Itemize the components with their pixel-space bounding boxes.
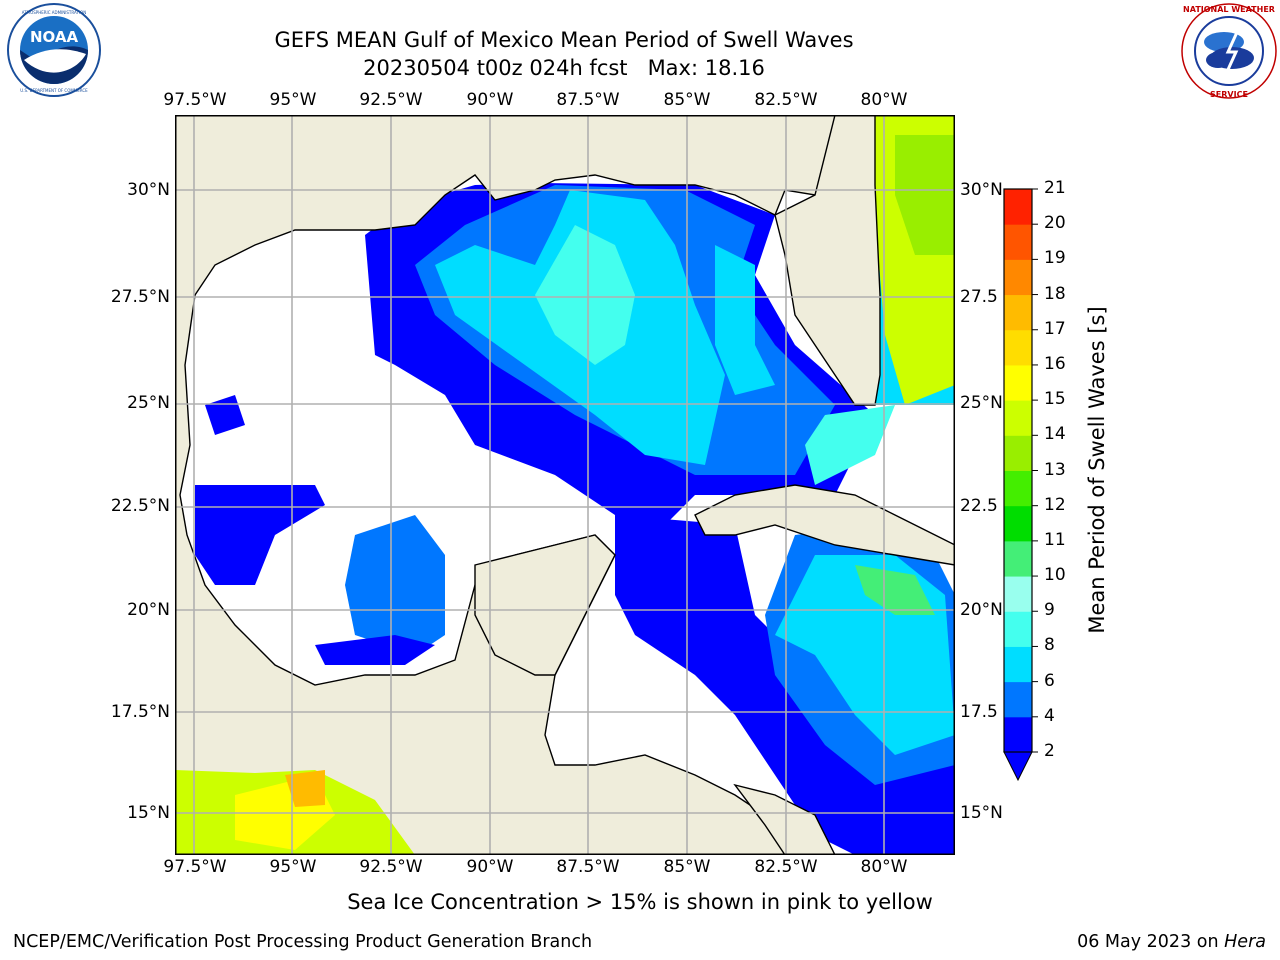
colorbar-tick-label: 9 — [1044, 600, 1055, 621]
colorbar-tick-label: 13 — [1044, 459, 1066, 480]
lat-label-left: 15°N — [127, 803, 170, 823]
lon-label-top: 95°W — [269, 90, 317, 110]
lat-label-left: 17.5°N — [110, 702, 170, 722]
lon-label-bottom: 85°W — [663, 857, 711, 877]
lon-label-bottom: 87.5°W — [556, 857, 620, 877]
lon-label-bottom: 82.5°W — [754, 857, 818, 877]
colorbar-tick-label: 11 — [1044, 529, 1066, 550]
lat-label-right: 30°N — [960, 180, 1003, 200]
lon-label-top: 87.5°W — [556, 90, 620, 110]
colorbar-under-triangle — [1003, 751, 1033, 782]
colorbar-tick-label: 14 — [1044, 424, 1066, 445]
colorbar-tick-label: 18 — [1044, 283, 1066, 304]
lon-label-top: 82.5°W — [754, 90, 818, 110]
lon-label-bottom: 97.5°W — [163, 857, 227, 877]
colorbar-tick-label: 20 — [1044, 213, 1066, 234]
lon-label-top: 90°W — [466, 90, 514, 110]
lat-label-right: 25°N — [960, 393, 1003, 413]
colorbar — [1003, 188, 1038, 782]
colorbar-block — [1004, 435, 1032, 471]
colorbar-tick-label: 21 — [1044, 178, 1066, 198]
map-gridlines — [175, 115, 955, 855]
colorbar-block — [1004, 540, 1032, 577]
lon-label-top: 97.5°W — [163, 90, 227, 110]
colorbar-block — [1004, 189, 1032, 225]
colorbar-block — [1004, 716, 1032, 753]
colorbar-block — [1004, 364, 1032, 401]
lon-label-top: 92.5°W — [359, 90, 423, 110]
colorbar-block — [1004, 470, 1032, 507]
colorbar-block — [1004, 329, 1032, 366]
lon-label-top: 80°W — [860, 90, 908, 110]
lat-label-left: 25°N — [127, 393, 170, 413]
colorbar-block — [1004, 259, 1032, 296]
lat-label-right: 15°N — [960, 803, 1003, 823]
colorbar-block — [1004, 294, 1032, 331]
lat-label-left: 27.5°N — [110, 287, 170, 307]
lon-label-top: 85°W — [663, 90, 711, 110]
colorbar-tick-label: 2 — [1044, 741, 1055, 761]
colorbar-tick-label: 16 — [1044, 353, 1066, 374]
lat-label-left: 20°N — [127, 600, 170, 620]
footer-date-text: 06 May 2023 on — [1077, 932, 1225, 952]
lat-label-right: 17.5 — [960, 702, 998, 722]
noaa-logo-icon: NOAA ATMOSPHERIC ADMINISTRATION U.S. DEP… — [7, 3, 101, 97]
colorbar-tick-label: 19 — [1044, 248, 1066, 269]
colorbar-tick-label: 10 — [1044, 565, 1066, 586]
lat-label-right: 27.5 — [960, 287, 998, 307]
colorbar-tick-label: 15 — [1044, 389, 1066, 410]
map-frame — [175, 115, 955, 855]
lon-label-bottom: 90°W — [466, 857, 514, 877]
svg-text:ATMOSPHERIC ADMINISTRATION: ATMOSPHERIC ADMINISTRATION — [22, 10, 86, 15]
lat-label-left: 30°N — [127, 180, 170, 200]
nws-logo-icon: NATIONAL WEATHER SERVICE — [1181, 3, 1277, 99]
colorbar-block — [1004, 505, 1032, 542]
gulf-map — [175, 115, 955, 855]
colorbar-block — [1004, 224, 1032, 260]
footer-organization: NCEP/EMC/Verification Post Processing Pr… — [13, 932, 593, 952]
colorbar-block — [1004, 646, 1032, 683]
colorbar-tick-label: 4 — [1044, 705, 1055, 726]
colorbar-tick-label: 17 — [1044, 318, 1066, 339]
colorbar-tick-label: 12 — [1044, 494, 1066, 515]
lon-label-bottom: 80°W — [860, 857, 908, 877]
plot-title-line1: GEFS MEAN Gulf of Mexico Mean Period of … — [274, 28, 854, 52]
lon-label-bottom: 92.5°W — [359, 857, 423, 877]
colorbar-tick-label: 6 — [1044, 670, 1055, 691]
svg-text:SERVICE: SERVICE — [1210, 90, 1248, 99]
svg-text:NATIONAL WEATHER: NATIONAL WEATHER — [1183, 5, 1275, 14]
colorbar-tick-label: 8 — [1044, 635, 1055, 656]
plot-title-line2: 20230504 t00z 024h fcst Max: 18.16 — [363, 56, 765, 80]
lon-label-bottom: 95°W — [269, 857, 317, 877]
colorbar-tickmarks — [1032, 188, 1038, 753]
colorbar-blocks — [1004, 189, 1032, 753]
svg-text:U.S. DEPARTMENT OF COMMERCE: U.S. DEPARTMENT OF COMMERCE — [20, 88, 88, 93]
footer-date: 06 May 2023 on Hera — [1077, 932, 1266, 952]
colorbar-block — [1004, 400, 1032, 436]
colorbar-block — [1004, 576, 1032, 612]
lat-label-left: 22.5°N — [110, 496, 170, 516]
lat-label-right: 20°N — [960, 600, 1003, 620]
noaa-logo-text: NOAA — [30, 28, 79, 46]
colorbar-block — [1004, 681, 1032, 718]
footer-host: Hera — [1224, 932, 1266, 952]
lat-label-right: 22.5 — [960, 496, 998, 516]
sea-ice-note: Sea Ice Concentration > 15% is shown in … — [347, 890, 933, 914]
colorbar-block — [1004, 611, 1032, 647]
colorbar-label: Mean Period of Swell Waves [s] — [1085, 306, 1109, 634]
